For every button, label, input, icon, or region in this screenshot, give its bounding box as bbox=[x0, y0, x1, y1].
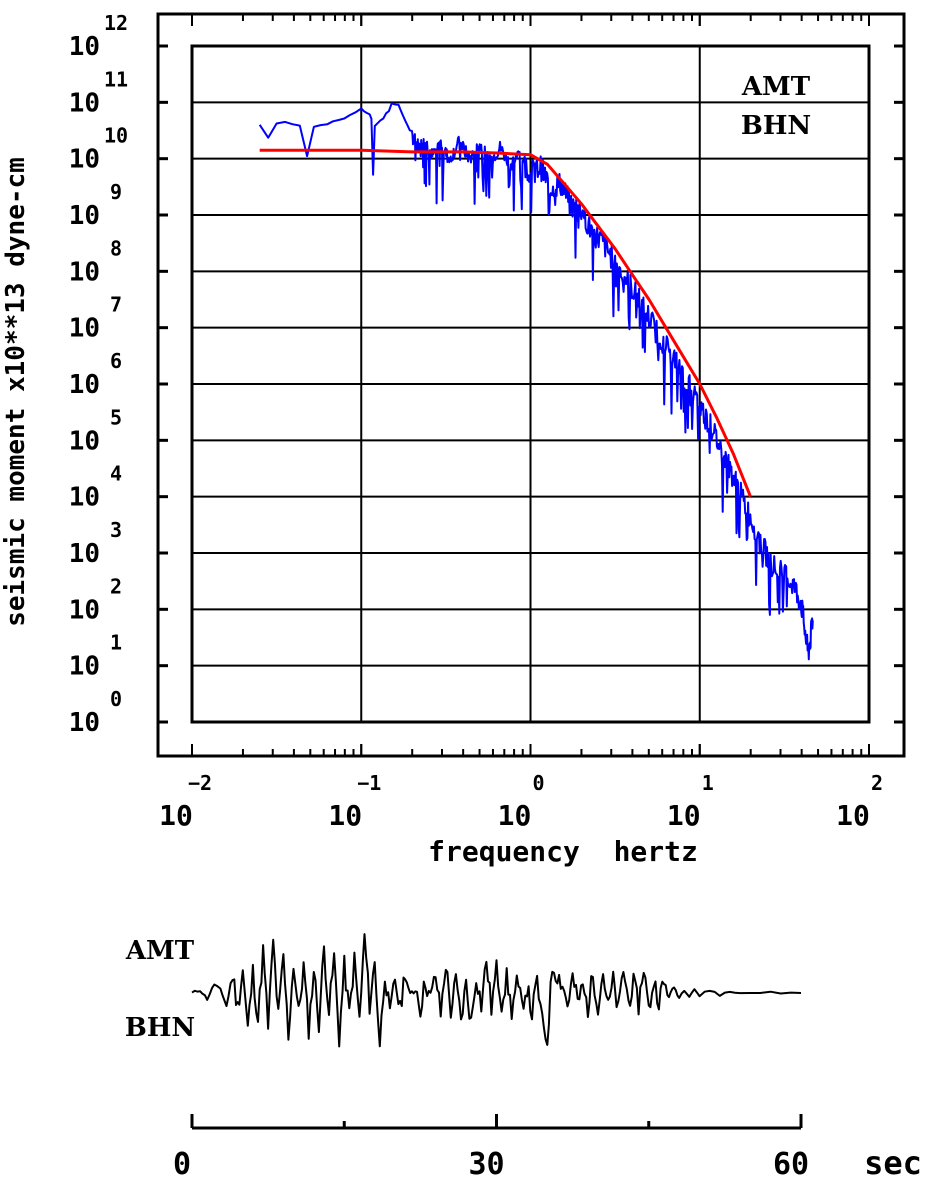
spectrum-plot: 1001011021031041051061071081091010101110… bbox=[1, 11, 906, 868]
ytick-exponent: 0 bbox=[110, 687, 122, 711]
ytick-label: 10 0 bbox=[69, 687, 122, 738]
xtick-exponent: 0 bbox=[532, 771, 544, 795]
time-axis bbox=[190, 1114, 803, 1130]
ytick-label: 10 5 bbox=[69, 405, 122, 456]
seismogram-station-label: AMT bbox=[125, 936, 195, 966]
ytick-label: 10 2 bbox=[69, 574, 122, 625]
xtick-label: −210 bbox=[159, 771, 212, 832]
ytick-base: 10 bbox=[69, 32, 100, 62]
y-axis-label: seismic moment x10**13 dyne-cm bbox=[1, 157, 31, 627]
station-label: AMT bbox=[741, 72, 811, 102]
ytick-base: 10 bbox=[69, 314, 100, 344]
ytick-labels: 1001011021031041051061071081091010101110… bbox=[69, 11, 128, 738]
ytick-exponent: 3 bbox=[110, 518, 122, 542]
ytick-exponent: 7 bbox=[110, 293, 122, 317]
xtick-base: 10 bbox=[159, 799, 193, 832]
ytick-base: 10 bbox=[69, 426, 100, 456]
xtick-label: 010 bbox=[498, 771, 545, 832]
xtick-base: 10 bbox=[498, 799, 532, 832]
xtick-exponent: −1 bbox=[357, 771, 381, 795]
grid-lines bbox=[192, 46, 869, 722]
ytick-exponent: 1 bbox=[110, 631, 122, 655]
xtick-label: 210 bbox=[836, 771, 883, 832]
seismogram-channel-label: BHN bbox=[125, 1013, 195, 1043]
time-tick-label: 30 bbox=[468, 1147, 504, 1182]
ytick-base: 10 bbox=[69, 370, 100, 400]
ytick-base: 10 bbox=[69, 595, 100, 625]
ytick-exponent: 12 bbox=[104, 11, 128, 35]
minor-ticks bbox=[158, 14, 904, 756]
trace-layer bbox=[191, 933, 802, 1048]
xtick-exponent: 2 bbox=[871, 771, 883, 795]
ytick-exponent: 2 bbox=[110, 574, 122, 598]
series-layer bbox=[258, 102, 814, 661]
observed-spectrum-line bbox=[258, 102, 814, 661]
ytick-label: 10 3 bbox=[69, 518, 122, 569]
ytick-exponent: 4 bbox=[110, 462, 122, 486]
ytick-label: 10 9 bbox=[69, 180, 122, 231]
ytick-exponent: 8 bbox=[110, 236, 122, 260]
ytick-base: 10 bbox=[69, 88, 100, 118]
xtick-base: 10 bbox=[328, 799, 362, 832]
xtick-exponent: 1 bbox=[702, 771, 714, 795]
seismogram-trace bbox=[191, 933, 802, 1048]
xtick-base: 10 bbox=[836, 799, 870, 832]
ytick-base: 10 bbox=[69, 652, 100, 682]
ytick-base: 10 bbox=[69, 708, 100, 738]
ytick-exponent: 5 bbox=[110, 405, 122, 429]
ytick-base: 10 bbox=[69, 145, 100, 175]
ytick-exponent: 11 bbox=[104, 67, 128, 91]
x-axis-label: frequency hertz bbox=[428, 835, 698, 868]
ytick-label: 10 4 bbox=[69, 462, 122, 513]
ytick-base: 10 bbox=[69, 257, 100, 287]
channel-label: BHN bbox=[741, 111, 811, 141]
ytick-base: 10 bbox=[69, 539, 100, 569]
ytick-exponent: 10 bbox=[104, 124, 128, 148]
ytick-base: 10 bbox=[69, 483, 100, 513]
ytick-label: 10 1 bbox=[69, 631, 122, 682]
ytick-base: 10 bbox=[69, 201, 100, 231]
model-fit-line bbox=[259, 148, 752, 498]
time-tick-label: 0 bbox=[173, 1147, 191, 1182]
ytick-exponent: 9 bbox=[110, 180, 122, 204]
xtick-exponent: −2 bbox=[188, 771, 212, 795]
xtick-label: 110 bbox=[667, 771, 714, 832]
xtick-base: 10 bbox=[667, 799, 701, 832]
ytick-label: 10 8 bbox=[69, 236, 122, 287]
ytick-label: 10 6 bbox=[69, 349, 122, 400]
time-labels: 0 30 60 bbox=[173, 1147, 809, 1182]
ytick-label: 10 7 bbox=[69, 293, 122, 344]
seismogram-plot: AMT BHN 0 30 60 sec bbox=[125, 933, 922, 1182]
ytick-exponent: 6 bbox=[110, 349, 122, 373]
time-tick-label: 60 bbox=[773, 1147, 809, 1182]
time-unit-label: sec bbox=[864, 1144, 922, 1182]
xtick-label: −110 bbox=[328, 771, 381, 832]
